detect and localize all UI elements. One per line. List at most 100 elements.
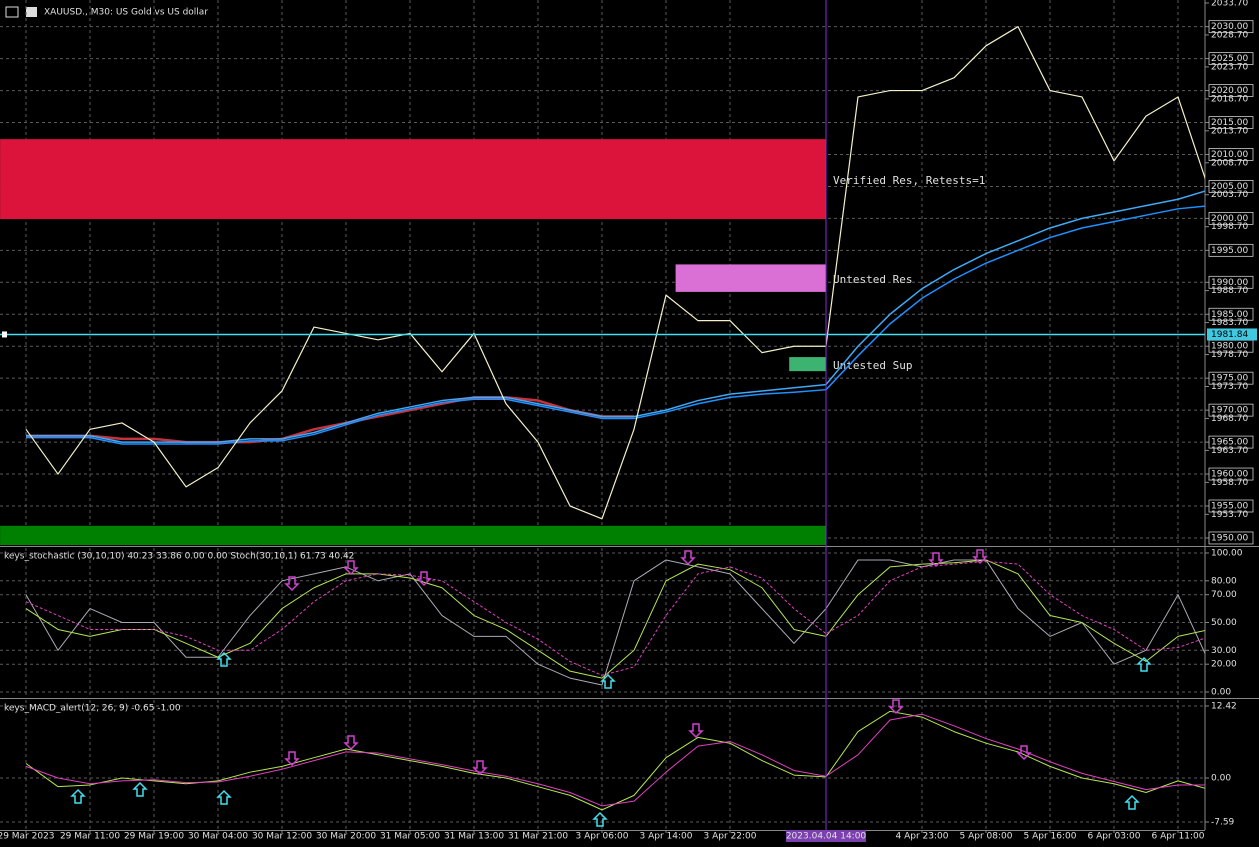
y-tick-label: 1973.70 [1211, 382, 1248, 392]
y-tick-label: 1955.00 [1211, 502, 1248, 512]
signal-arrow [592, 811, 608, 827]
x-tick-label: 3 Apr 22:00 [704, 832, 757, 842]
x-tick-label: 29 Mar 2023 [0, 832, 55, 842]
series-line [26, 205, 1205, 445]
zone-label: Untested Res [833, 273, 912, 286]
tick-box [1208, 20, 1254, 34]
x-tick-label: 5 Apr 08:00 [960, 832, 1013, 842]
tick-box [1208, 84, 1254, 97]
y-tick-label: 1975.00 [1211, 374, 1248, 384]
signal-arrow [972, 549, 988, 565]
zone [789, 357, 826, 372]
y-tick-label: 2010.00 [1211, 150, 1248, 160]
current-price-label: 1981.84 [1211, 330, 1248, 340]
series-line [26, 190, 1205, 443]
y-tick-label: 1963.70 [1211, 446, 1248, 456]
tick-box [1208, 52, 1254, 66]
y-tick-label: 12.42 [1211, 701, 1237, 711]
signal-arrow [472, 760, 488, 776]
tick-box [1208, 148, 1254, 161]
y-tick-label: 2005.00 [1211, 182, 1248, 192]
signal-arrow [284, 751, 300, 767]
tick-box [1208, 243, 1254, 257]
y-tick-label: 1958.70 [1211, 478, 1248, 488]
plot-layer: Verified Res, Retests=1 Untested Res Untes… [0, 0, 1205, 830]
x-tick-label: 3 Apr 06:00 [576, 832, 629, 842]
series-line [25, 710, 1205, 811]
y-tick-label: 50.00 [1211, 618, 1237, 628]
tick-box [1208, 211, 1254, 225]
x-tick-label: 31 Mar 05:00 [380, 832, 440, 842]
signal-arrow [343, 560, 359, 576]
tick-box [1208, 371, 1254, 385]
y-tick-label: -7.59 [1211, 817, 1235, 827]
signal-arrow [416, 571, 432, 587]
y-tick-label: 2028.70 [1211, 30, 1248, 40]
zone [675, 264, 826, 292]
y-tick-label: 2030.00 [1211, 22, 1248, 32]
y-tick-label: 1995.00 [1211, 246, 1248, 256]
zone [0, 139, 826, 220]
x-tick-label: 30 Mar 12:00 [252, 832, 312, 842]
series-line [26, 396, 634, 444]
y-tick-label: 1983.70 [1211, 318, 1248, 328]
y-tick-label: 1978.70 [1211, 350, 1248, 360]
panel-title: keys_stochastic (30,10,10) 40.23 33.86 0… [4, 552, 354, 562]
series-line [25, 26, 1205, 520]
y-tick-label: 2000.00 [1211, 214, 1248, 224]
x-tick-label: 31 Mar 21:00 [508, 832, 568, 842]
y-tick-label: 2003.70 [1211, 190, 1248, 200]
series-line [25, 559, 1205, 679]
y-tick-label: 2018.70 [1211, 94, 1248, 104]
signal-arrow [70, 788, 86, 804]
signal-arrow [928, 552, 944, 568]
x-tick-label: 31 Mar 13:00 [444, 832, 504, 842]
y-tick-label: 2023.70 [1211, 62, 1248, 72]
panel-title: keys_MACD_alert(12, 26, 9) -0.65 -1.00 [4, 704, 181, 714]
signal-arrow [216, 789, 232, 805]
x-tick-label: 29 Mar 11:00 [60, 832, 120, 842]
series-line [25, 560, 1205, 676]
tick-box [1208, 499, 1254, 513]
symbol-icon[interactable] [26, 7, 37, 17]
crosshair-label: 2023.04.04 14:00 [786, 832, 867, 842]
zone-label: Verified Res, Retests=1 [833, 174, 985, 187]
y-tick-label: 1985.00 [1211, 310, 1248, 320]
price-marker [2, 331, 7, 338]
x-tick-label: 6 Apr 03:00 [1088, 832, 1141, 842]
signal-arrow [284, 576, 300, 592]
y-tick-label: 1965.00 [1211, 438, 1248, 448]
x-tick-label: 30 Mar 20:00 [316, 832, 376, 842]
zone-label: Untested Sup [833, 359, 912, 372]
signal-arrow [216, 651, 232, 667]
y-tick-label: 2013.70 [1211, 126, 1248, 136]
x-tick-label: 30 Mar 04:00 [188, 832, 248, 842]
x-tick-label: 5 Apr 16:00 [1024, 832, 1077, 842]
crosshair-box [786, 830, 866, 842]
y-tick-label: 2025.00 [1211, 54, 1248, 64]
y-tick-label: 1950.00 [1211, 533, 1248, 543]
tick-box [1208, 467, 1254, 481]
signal-arrow [1124, 794, 1140, 810]
y-tick-label: 2008.70 [1211, 158, 1248, 168]
x-tick-label: 3 Apr 14:00 [640, 832, 693, 842]
signal-arrow [1016, 745, 1032, 761]
zone [0, 525, 826, 545]
y-tick-label: 1988.70 [1211, 286, 1248, 296]
tick-box [1208, 116, 1254, 129]
signal-arrow [343, 735, 359, 751]
signal-arrow [688, 723, 704, 739]
x-tick-label: 4 Apr 23:00 [896, 832, 949, 842]
y-tick-label: 70.00 [1211, 590, 1237, 600]
tick-box [1208, 403, 1254, 417]
y-tick-label: 1953.70 [1211, 510, 1248, 520]
menu-icon[interactable] [5, 6, 19, 18]
x-tick-label: 29 Mar 19:00 [124, 832, 184, 842]
signal-arrow [888, 699, 904, 715]
y-tick-label: 1990.00 [1211, 278, 1248, 288]
signal-arrow [680, 550, 696, 566]
y-tick-label: 1980.00 [1211, 342, 1248, 352]
